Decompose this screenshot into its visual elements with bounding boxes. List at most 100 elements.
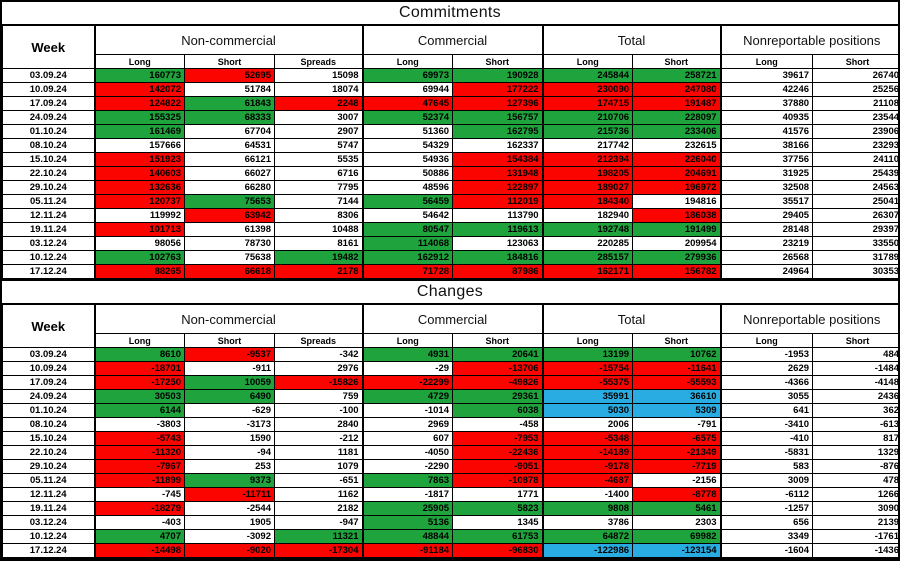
value-cell[interactable]: 1905 — [185, 516, 275, 530]
value-cell[interactable]: 204691 — [633, 167, 721, 181]
value-cell[interactable]: 362 — [813, 404, 900, 418]
value-cell[interactable]: 66027 — [185, 167, 275, 181]
value-cell[interactable]: 63942 — [185, 209, 275, 223]
value-cell[interactable]: 54936 — [363, 153, 453, 167]
value-cell[interactable]: -1761 — [813, 530, 900, 544]
week-cell[interactable]: 03.12.24 — [3, 516, 95, 530]
value-cell[interactable]: 26740 — [813, 69, 900, 83]
value-cell[interactable]: 38166 — [721, 139, 813, 153]
value-cell[interactable]: 48844 — [363, 530, 453, 544]
value-cell[interactable]: 131948 — [453, 167, 543, 181]
value-cell[interactable]: -651 — [275, 474, 363, 488]
value-cell[interactable]: 80547 — [363, 223, 453, 237]
value-cell[interactable]: 212394 — [543, 153, 633, 167]
value-cell[interactable]: -18701 — [95, 362, 185, 376]
value-cell[interactable]: 607 — [363, 432, 453, 446]
value-cell[interactable]: 184816 — [453, 251, 543, 265]
value-cell[interactable]: 67704 — [185, 125, 275, 139]
value-cell[interactable]: -11320 — [95, 446, 185, 460]
value-cell[interactable]: -11899 — [95, 474, 185, 488]
week-cell[interactable]: 24.09.24 — [3, 390, 95, 404]
value-cell[interactable]: 156782 — [633, 265, 721, 280]
value-cell[interactable]: 30503 — [95, 390, 185, 404]
value-cell[interactable]: 3055 — [721, 390, 813, 404]
value-cell[interactable]: -791 — [633, 418, 721, 432]
value-cell[interactable]: 230090 — [543, 83, 633, 97]
value-cell[interactable]: 656 — [721, 516, 813, 530]
value-cell[interactable]: -458 — [453, 418, 543, 432]
value-cell[interactable]: 69982 — [633, 530, 721, 544]
value-cell[interactable]: -2156 — [633, 474, 721, 488]
value-cell[interactable]: 20641 — [453, 348, 543, 362]
value-cell[interactable]: -9537 — [185, 348, 275, 362]
value-cell[interactable]: -410 — [721, 432, 813, 446]
value-cell[interactable]: 54642 — [363, 209, 453, 223]
value-cell[interactable]: 220285 — [543, 237, 633, 251]
value-cell[interactable]: 3009 — [721, 474, 813, 488]
value-cell[interactable]: 2969 — [363, 418, 453, 432]
value-cell[interactable]: 186038 — [633, 209, 721, 223]
week-cell[interactable]: 10.09.24 — [3, 83, 95, 97]
value-cell[interactable]: 191487 — [633, 97, 721, 111]
value-cell[interactable]: 2248 — [275, 97, 363, 111]
value-cell[interactable]: -947 — [275, 516, 363, 530]
value-cell[interactable]: -6575 — [633, 432, 721, 446]
value-cell[interactable]: 23293 — [813, 139, 900, 153]
value-cell[interactable]: -403 — [95, 516, 185, 530]
value-cell[interactable]: 177222 — [453, 83, 543, 97]
value-cell[interactable]: 1345 — [453, 516, 543, 530]
value-cell[interactable]: -22299 — [363, 376, 453, 390]
value-cell[interactable]: 4707 — [95, 530, 185, 544]
value-cell[interactable]: -22436 — [453, 446, 543, 460]
value-cell[interactable]: 51360 — [363, 125, 453, 139]
value-cell[interactable]: 40935 — [721, 111, 813, 125]
value-cell[interactable]: -629 — [185, 404, 275, 418]
value-cell[interactable]: 4931 — [363, 348, 453, 362]
value-cell[interactable]: 10488 — [275, 223, 363, 237]
value-cell[interactable]: -1400 — [543, 488, 633, 502]
value-cell[interactable]: 4729 — [363, 390, 453, 404]
value-cell[interactable]: 583 — [721, 460, 813, 474]
value-cell[interactable]: 36610 — [633, 390, 721, 404]
value-cell[interactable]: 191499 — [633, 223, 721, 237]
week-cell[interactable]: 29.10.24 — [3, 181, 95, 195]
value-cell[interactable]: 1266 — [813, 488, 900, 502]
value-cell[interactable]: -10878 — [453, 474, 543, 488]
value-cell[interactable]: 5136 — [363, 516, 453, 530]
value-cell[interactable]: -4050 — [363, 446, 453, 460]
value-cell[interactable]: 3349 — [721, 530, 813, 544]
week-cell[interactable]: 01.10.24 — [3, 125, 95, 139]
value-cell[interactable]: -7953 — [453, 432, 543, 446]
week-cell[interactable]: 10.09.24 — [3, 362, 95, 376]
value-cell[interactable]: 101713 — [95, 223, 185, 237]
value-cell[interactable]: -613 — [813, 418, 900, 432]
value-cell[interactable]: 2303 — [633, 516, 721, 530]
value-cell[interactable]: 6716 — [275, 167, 363, 181]
week-cell[interactable]: 29.10.24 — [3, 460, 95, 474]
value-cell[interactable]: 161469 — [95, 125, 185, 139]
value-cell[interactable]: 817 — [813, 432, 900, 446]
value-cell[interactable]: 24563 — [813, 181, 900, 195]
value-cell[interactable]: 5535 — [275, 153, 363, 167]
value-cell[interactable]: 61398 — [185, 223, 275, 237]
value-cell[interactable]: -3173 — [185, 418, 275, 432]
value-cell[interactable]: 641 — [721, 404, 813, 418]
week-cell[interactable]: 08.10.24 — [3, 139, 95, 153]
value-cell[interactable]: 66618 — [185, 265, 275, 280]
value-cell[interactable]: -17304 — [275, 544, 363, 559]
value-cell[interactable]: 247080 — [633, 83, 721, 97]
value-cell[interactable]: 26568 — [721, 251, 813, 265]
value-cell[interactable]: -14498 — [95, 544, 185, 559]
value-cell[interactable]: 190928 — [453, 69, 543, 83]
value-cell[interactable]: 142072 — [95, 83, 185, 97]
value-cell[interactable]: 151923 — [95, 153, 185, 167]
value-cell[interactable]: 3007 — [275, 111, 363, 125]
value-cell[interactable]: 3786 — [543, 516, 633, 530]
value-cell[interactable]: -3092 — [185, 530, 275, 544]
value-cell[interactable]: 24964 — [721, 265, 813, 280]
value-cell[interactable]: 124822 — [95, 97, 185, 111]
week-cell[interactable]: 03.09.24 — [3, 348, 95, 362]
value-cell[interactable]: 102763 — [95, 251, 185, 265]
value-cell[interactable]: -96830 — [453, 544, 543, 559]
value-cell[interactable]: -4366 — [721, 376, 813, 390]
